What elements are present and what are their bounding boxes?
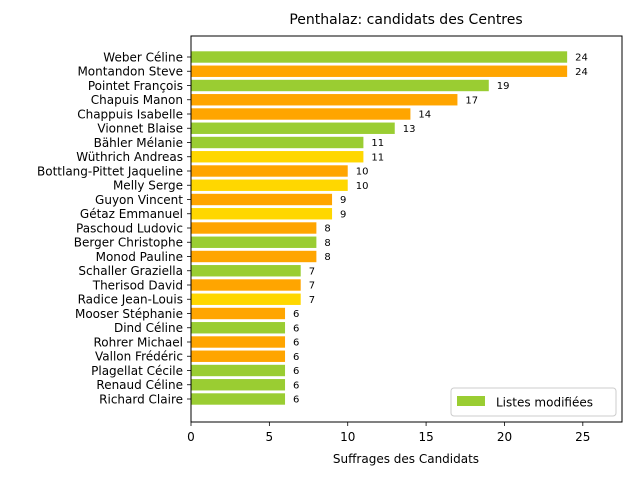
value-label: 8 — [324, 252, 330, 263]
x-tick-label: 25 — [575, 430, 590, 444]
bar — [191, 307, 286, 320]
value-label: 14 — [418, 110, 431, 121]
y-tick-label: Monod Pauline — [96, 250, 183, 264]
bar — [191, 65, 568, 77]
y-tick-label: Melly Serge — [113, 179, 183, 193]
legend: Listes modifiées — [450, 387, 617, 417]
bar — [191, 364, 286, 377]
value-label: 6 — [293, 309, 299, 320]
chart-title: Penthalaz: candidats des Centres — [289, 12, 522, 28]
value-label: 6 — [293, 352, 299, 363]
bar — [191, 136, 364, 149]
value-label: 24 — [575, 53, 588, 64]
y-tick-label: Berger Christophe — [74, 236, 183, 250]
bars-layer — [191, 51, 568, 405]
y-tick-label: Plagellat Cécile — [91, 364, 183, 378]
bar — [191, 265, 301, 277]
x-tick-label: 5 — [266, 430, 274, 444]
y-tick-label: Chapuis Manon — [91, 93, 183, 107]
bar — [191, 350, 286, 362]
bar — [191, 236, 317, 248]
y-tick-label: Radice Jean-Louis — [78, 293, 183, 307]
y-tick-label: Chappuis Isabelle — [77, 107, 183, 121]
y-tick-label: Wüthrich Andreas — [76, 150, 183, 164]
value-label: 6 — [293, 395, 299, 406]
value-label: 8 — [324, 238, 330, 249]
bar — [191, 279, 301, 291]
value-label: 13 — [403, 124, 416, 135]
value-label: 6 — [293, 380, 299, 391]
bar — [191, 79, 489, 92]
y-tick-label: Bottlang-Pittet Jaqueline — [37, 164, 183, 178]
value-label: 9 — [340, 209, 346, 220]
value-label: 17 — [465, 95, 478, 106]
bar — [191, 293, 301, 305]
y-tick-label: Montandon Steve — [77, 65, 183, 79]
value-label: 11 — [371, 138, 384, 149]
y-tick-label: Dind Céline — [114, 321, 183, 335]
value-label: 19 — [497, 81, 510, 92]
value-label: 6 — [293, 366, 299, 377]
y-tick-label: Paschoud Ludovic — [76, 221, 183, 235]
legend-box — [450, 387, 617, 417]
bar — [191, 208, 333, 220]
legend-label: Listes modifiées — [496, 396, 593, 410]
x-tick-label: 20 — [497, 430, 512, 444]
y-tick-label: Vallon Frédéric — [95, 350, 183, 364]
value-label: 7 — [309, 295, 315, 306]
y-tick-label: Richard Claire — [99, 392, 183, 406]
x-tick-label: 10 — [340, 430, 355, 444]
y-tick-label: Guyon Vincent — [95, 193, 183, 207]
legend-swatch — [457, 396, 485, 406]
bar — [191, 250, 317, 263]
bar — [191, 165, 348, 177]
value-label: 10 — [356, 181, 369, 192]
value-label: 24 — [575, 67, 588, 78]
y-tick-label: Therisod David — [92, 278, 183, 292]
plot-frame — [190, 35, 623, 423]
x-axis-label: Suffrages des Candidats — [333, 452, 479, 466]
value-label: 6 — [293, 338, 299, 349]
value-label: 6 — [293, 323, 299, 334]
value-label: 10 — [356, 167, 369, 178]
value-label: 11 — [371, 152, 384, 163]
y-tick-label: Rohrer Michael — [93, 335, 183, 349]
value-label: 7 — [309, 266, 315, 277]
value-label: 9 — [340, 195, 346, 206]
y-tick-label: Weber Céline — [103, 50, 183, 64]
bar — [191, 122, 395, 134]
bar — [191, 94, 458, 106]
y-tick-label: Gétaz Emmanuel — [80, 207, 183, 221]
value-label: 8 — [324, 224, 330, 235]
y-tick-label: Renaud Céline — [96, 378, 183, 392]
bar — [191, 222, 317, 234]
y-tick-label: Bähler Mélanie — [94, 136, 183, 150]
y-tick-label: Mooser Stéphanie — [75, 307, 183, 321]
bar — [191, 322, 286, 334]
y-tick-label: Schaller Graziella — [78, 264, 183, 278]
x-tick-label: 0 — [187, 430, 195, 444]
bar — [191, 179, 348, 191]
bar — [191, 151, 364, 163]
value-label: 7 — [309, 281, 315, 292]
bar — [191, 51, 568, 63]
x-tick-label: 15 — [418, 430, 433, 444]
bar — [191, 108, 411, 120]
y-tick-label: Vionnet Blaise — [97, 122, 183, 136]
bar — [191, 393, 286, 405]
x-axis: 0 5 10 15 20 25 — [187, 422, 590, 444]
bar — [191, 336, 286, 348]
y-tick-label: Pointet François — [88, 79, 183, 93]
bar — [191, 193, 333, 206]
bar — [191, 379, 286, 391]
